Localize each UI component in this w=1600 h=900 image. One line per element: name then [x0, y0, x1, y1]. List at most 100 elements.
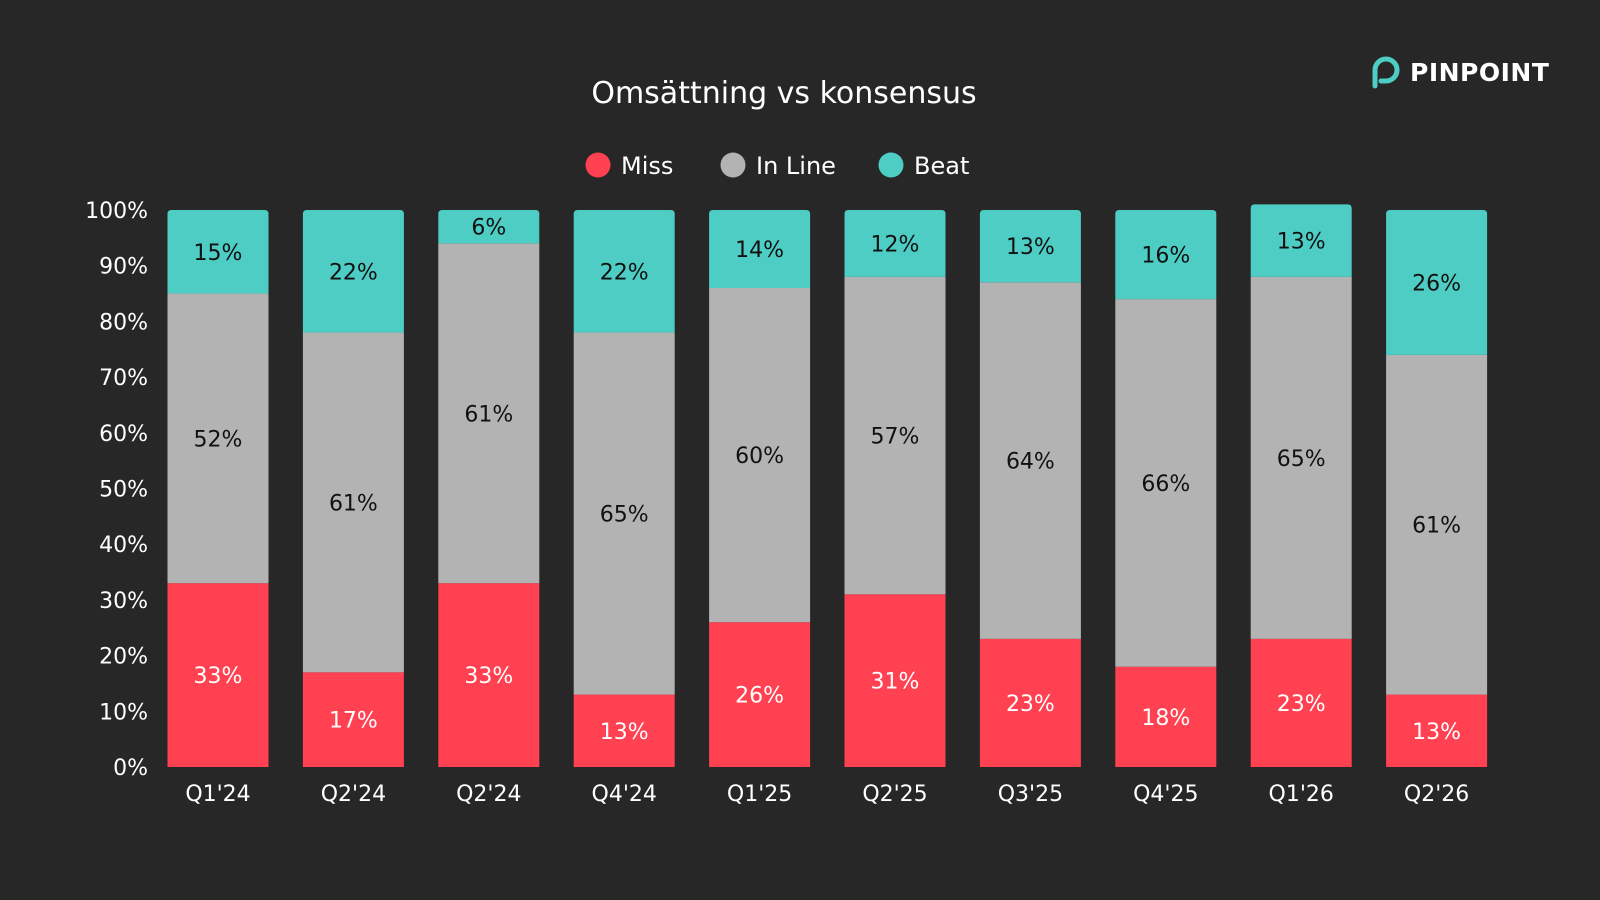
bar-segment-in-line	[1250, 276, 1352, 639]
data-label-in-line: 61%	[329, 491, 378, 516]
y-tick-label: 50%	[99, 478, 148, 503]
bar-segment-beat	[438, 210, 540, 244]
data-label-in-line: 66%	[1141, 472, 1190, 497]
brand-name: PINPOINT	[1410, 58, 1549, 87]
data-label-beat: 14%	[735, 238, 784, 263]
bar-stack: 18% 66% 16%	[1115, 210, 1217, 767]
bar-segment-miss	[1115, 666, 1217, 767]
bar-segment-beat	[573, 210, 675, 333]
bar-segment-beat	[844, 210, 946, 277]
x-axis: Q1'24 Q2'24 Q2'24 Q4'24 Q1'25 Q2'25 Q3'25 Q4'25…	[185, 782, 1469, 807]
legend-label-in-line: In Line	[756, 152, 836, 180]
x-tick-label: Q2'24	[321, 782, 386, 807]
y-tick-label: 90%	[99, 255, 148, 280]
y-tick-label: 100%	[85, 199, 148, 224]
x-tick-label: Q2'25	[862, 782, 927, 807]
bars: 33% 52% 15% 17% 61% 22% 33% 61% 6% 13% 65% 22% 26% 60…	[167, 204, 1488, 767]
bar-stack: 23% 65% 13%	[1250, 204, 1352, 767]
x-tick-label: Q3'25	[998, 782, 1063, 807]
data-label-beat: 26%	[1412, 271, 1461, 296]
bar-stack: 33% 52% 15%	[167, 210, 269, 767]
data-label-beat: 16%	[1141, 244, 1190, 269]
data-label-in-line: 64%	[1006, 450, 1055, 475]
data-label-miss: 23%	[1277, 692, 1326, 717]
y-tick-label: 70%	[99, 366, 148, 391]
x-tick-label: Q2'24	[456, 782, 521, 807]
bar-stack: 23% 64% 13%	[979, 210, 1081, 767]
bar-segment-in-line	[979, 282, 1081, 639]
bar-segment-in-line	[844, 276, 946, 595]
bar-segment-miss	[844, 594, 946, 767]
data-label-in-line: 61%	[1412, 514, 1461, 539]
data-label-in-line: 57%	[871, 425, 920, 450]
bar-segment-in-line	[302, 332, 404, 673]
data-label-miss: 17%	[329, 709, 378, 734]
y-tick-label: 10%	[99, 700, 148, 725]
bar-segment-in-line	[709, 287, 811, 623]
chart-title: Omsättning vs konsensus	[591, 76, 976, 111]
y-tick-label: 80%	[99, 310, 148, 335]
bar-segment-miss	[438, 583, 540, 767]
bar-stack: 13% 65% 22%	[573, 210, 675, 767]
x-tick-label: Q1'25	[727, 782, 792, 807]
bar-segment-miss	[709, 622, 811, 767]
data-label-miss: 13%	[600, 720, 649, 745]
bar-segment-beat	[167, 210, 269, 294]
bar-segment-in-line	[167, 293, 269, 584]
x-tick-label: Q4'25	[1133, 782, 1198, 807]
bar-segment-beat	[302, 210, 404, 333]
legend-label-miss: Miss	[621, 152, 673, 180]
y-tick-label: 60%	[99, 422, 148, 447]
data-label-miss: 18%	[1141, 706, 1190, 731]
bar-segment-in-line	[1115, 299, 1217, 667]
legend-marker-miss	[585, 152, 611, 178]
bar-segment-miss	[1386, 694, 1488, 767]
bar-segment-beat	[1115, 210, 1217, 300]
legend-label-beat: Beat	[914, 152, 969, 180]
legend-marker-beat	[878, 152, 904, 178]
bar-segment-beat	[1386, 210, 1488, 355]
data-label-beat: 12%	[871, 232, 920, 257]
y-tick-label: 40%	[99, 533, 148, 558]
bar-stack: 17% 61% 22%	[302, 210, 404, 767]
data-label-in-line: 65%	[600, 503, 649, 528]
bar-segment-miss	[167, 583, 269, 767]
y-tick-label: 20%	[99, 645, 148, 670]
bar-segment-in-line	[438, 243, 540, 584]
data-label-miss: 26%	[735, 684, 784, 709]
chart-legend: Miss In Line Beat	[585, 152, 969, 180]
data-label-in-line: 61%	[464, 402, 513, 427]
brand-logo: PINPOINT	[1372, 56, 1549, 89]
bar-segment-in-line	[1386, 354, 1488, 695]
bar-segment-miss	[302, 672, 404, 767]
data-label-beat: 15%	[194, 241, 243, 266]
data-label-beat: 13%	[1006, 235, 1055, 260]
y-tick-label: 0%	[113, 756, 148, 781]
x-tick-label: Q1'24	[185, 782, 250, 807]
data-label-in-line: 60%	[735, 444, 784, 469]
data-label-in-line: 65%	[1277, 447, 1326, 472]
x-tick-label: Q2'26	[1404, 782, 1469, 807]
legend-marker-in-line	[720, 152, 746, 178]
y-tick-label: 30%	[99, 589, 148, 614]
y-axis: 0% 10% 20% 30% 40% 50% 60% 70% 80% 90% 100%	[85, 199, 148, 781]
bar-segment-beat	[709, 210, 811, 288]
bar-stack: 31% 57% 12%	[844, 210, 946, 767]
bar-segment-beat	[1250, 204, 1352, 277]
data-label-miss: 23%	[1006, 692, 1055, 717]
data-label-miss: 33%	[464, 664, 513, 689]
data-label-beat: 13%	[1277, 230, 1326, 255]
data-label-beat: 6%	[471, 216, 506, 241]
x-tick-label: Q1'26	[1269, 782, 1334, 807]
bar-segment-miss	[979, 638, 1081, 767]
bar-stack: 13% 61% 26%	[1386, 210, 1488, 767]
x-tick-label: Q4'24	[592, 782, 657, 807]
pinpoint-logo-icon	[1372, 56, 1400, 89]
bar-stack: 33% 61% 6%	[438, 210, 540, 767]
data-label-beat: 22%	[329, 260, 378, 285]
data-label-beat: 22%	[600, 260, 649, 285]
data-label-miss: 33%	[194, 664, 243, 689]
data-label-miss: 31%	[871, 670, 920, 695]
bar-segment-in-line	[573, 332, 675, 695]
